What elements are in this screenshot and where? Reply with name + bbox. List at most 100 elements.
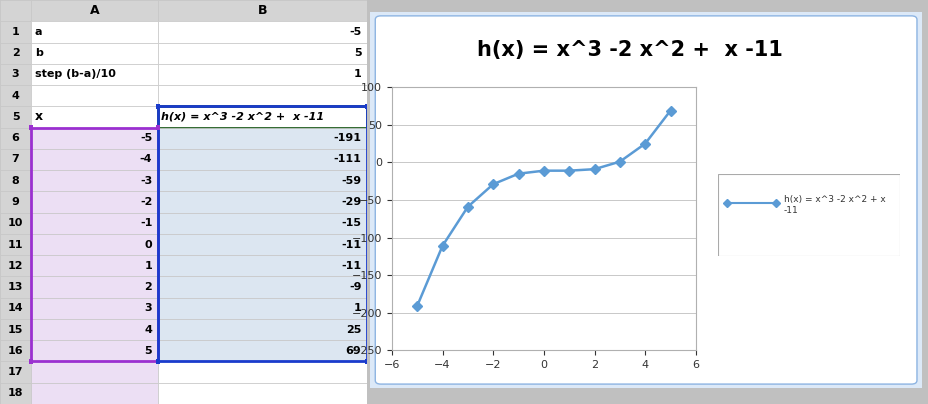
Bar [158,255,367,276]
Text: x: x [35,110,43,124]
Text: 4: 4 [12,90,19,101]
Bar [0,319,32,340]
Text: 13: 13 [8,282,23,292]
Bar [0,191,32,213]
Text: 11: 11 [7,240,23,250]
Bar [158,21,367,42]
Bar [158,0,367,21]
Bar [29,359,33,364]
Text: -4: -4 [139,154,152,164]
Bar [32,170,158,191]
Bar [32,191,158,213]
Bar [32,128,158,362]
Text: 1: 1 [145,261,152,271]
Bar [158,128,367,149]
Bar [0,128,32,149]
Text: -2: -2 [140,197,152,207]
Text: 7: 7 [12,154,19,164]
Text: 69: 69 [345,346,361,356]
Bar [365,359,368,364]
Bar [32,149,158,170]
Bar [32,21,158,42]
Bar [0,64,32,85]
Bar [32,128,158,149]
Bar [32,42,158,64]
Bar [0,276,32,298]
Text: -3: -3 [140,176,152,186]
Bar [158,298,367,319]
Text: -11: -11 [341,261,361,271]
Bar [32,319,158,340]
Bar [158,319,367,340]
Bar [365,104,368,109]
Text: h(x) = x^3 -2 x^2 + x
-11: h(x) = x^3 -2 x^2 + x -11 [783,196,884,215]
Text: a: a [35,27,43,37]
Text: -111: -111 [333,154,361,164]
Text: 2: 2 [145,282,152,292]
Bar [0,340,32,362]
Bar [158,362,367,383]
Bar [32,234,158,255]
Bar [158,213,367,234]
Bar [32,276,158,298]
Bar [158,149,367,170]
Bar [158,106,367,128]
Text: 25: 25 [346,324,361,335]
Bar [0,85,32,106]
Text: -1: -1 [140,218,152,228]
Text: 8: 8 [12,176,19,186]
Bar [155,104,160,109]
Bar [0,170,32,191]
Text: 9: 9 [12,197,19,207]
Bar [158,64,367,85]
Bar [32,0,158,21]
FancyBboxPatch shape [375,16,916,384]
Text: 1: 1 [12,27,19,37]
Bar [32,383,158,404]
Text: B: B [257,4,267,17]
Bar [0,298,32,319]
Bar [32,362,158,383]
Bar [158,85,367,106]
Text: 1: 1 [354,69,361,80]
Bar [158,191,367,213]
Text: 5: 5 [145,346,152,356]
Text: 0: 0 [145,240,152,250]
Text: step (b-a)/10: step (b-a)/10 [35,69,116,80]
Bar [32,106,158,128]
Text: 16: 16 [7,346,23,356]
Text: -5: -5 [140,133,152,143]
Bar [0,255,32,276]
Text: 5: 5 [12,112,19,122]
Text: 1: 1 [354,303,361,314]
Text: -11: -11 [341,240,361,250]
Text: -59: -59 [341,176,361,186]
Text: 6: 6 [12,133,19,143]
Bar [155,359,160,364]
Text: 12: 12 [7,261,23,271]
Bar [0,0,32,21]
Bar [0,106,32,128]
FancyBboxPatch shape [358,4,928,396]
Text: -191: -191 [333,133,361,143]
Bar [0,383,32,404]
Text: -5: -5 [349,27,361,37]
Bar [32,85,158,106]
Bar [0,362,32,383]
Bar [158,42,367,64]
Text: 14: 14 [7,303,23,314]
Text: -15: -15 [342,218,361,228]
Text: 2: 2 [12,48,19,58]
Bar [158,276,367,298]
Bar [158,340,367,362]
Text: 3: 3 [12,69,19,80]
Bar [158,106,367,362]
Bar [0,21,32,42]
Bar [0,234,32,255]
Text: 10: 10 [8,218,23,228]
Bar [0,149,32,170]
Text: 15: 15 [8,324,23,335]
Bar [158,383,367,404]
Bar [158,170,367,191]
Text: 18: 18 [7,388,23,398]
